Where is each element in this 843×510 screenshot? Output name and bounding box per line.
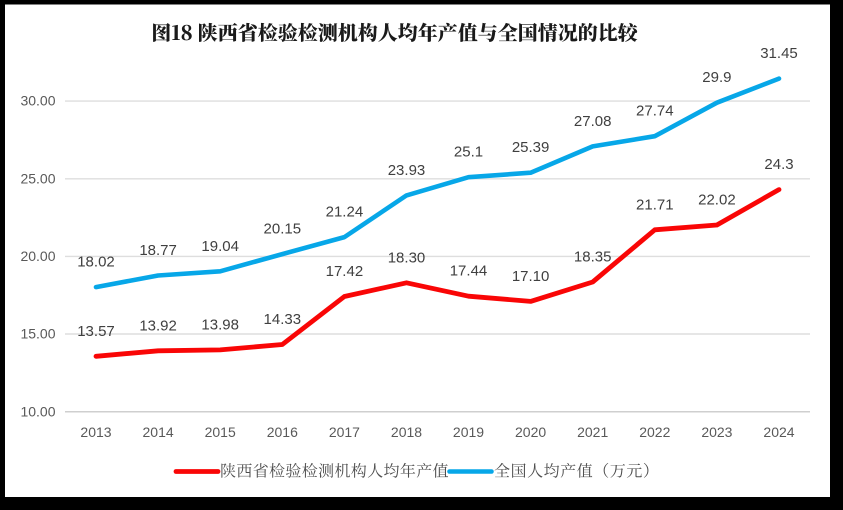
svg-text:20.15: 20.15 [264, 221, 302, 238]
svg-text:13.98: 13.98 [201, 316, 239, 333]
svg-text:30.00: 30.00 [20, 93, 55, 109]
svg-text:2016: 2016 [267, 424, 298, 440]
svg-text:20.00: 20.00 [20, 248, 55, 264]
svg-text:18.02: 18.02 [77, 254, 115, 271]
svg-text:25.39: 25.39 [512, 139, 550, 156]
svg-text:2017: 2017 [329, 424, 360, 440]
svg-text:13.57: 13.57 [77, 323, 115, 340]
svg-text:17.10: 17.10 [512, 268, 550, 285]
svg-text:27.08: 27.08 [574, 113, 612, 130]
svg-text:23.93: 23.93 [388, 162, 426, 179]
svg-text:2019: 2019 [453, 424, 484, 440]
svg-text:14.33: 14.33 [264, 311, 302, 328]
svg-text:2014: 2014 [143, 424, 174, 440]
svg-text:2021: 2021 [577, 424, 608, 440]
svg-text:2018: 2018 [391, 424, 422, 440]
svg-text:21.24: 21.24 [326, 204, 364, 221]
svg-text:18.77: 18.77 [139, 242, 177, 259]
svg-text:15.00: 15.00 [20, 326, 55, 342]
svg-text:18.35: 18.35 [574, 249, 612, 266]
svg-text:2023: 2023 [701, 424, 732, 440]
svg-text:17.42: 17.42 [326, 263, 364, 280]
svg-text:2022: 2022 [639, 424, 670, 440]
svg-text:31.45: 31.45 [760, 45, 798, 62]
svg-text:19.04: 19.04 [201, 238, 239, 255]
svg-text:29.9: 29.9 [702, 69, 731, 86]
svg-text:10.00: 10.00 [20, 403, 55, 419]
svg-text:22.02: 22.02 [698, 192, 736, 209]
svg-text:2013: 2013 [80, 424, 111, 440]
svg-text:24.3: 24.3 [764, 156, 793, 173]
svg-text:18.30: 18.30 [388, 249, 426, 266]
svg-text:17.44: 17.44 [450, 263, 488, 280]
svg-text:25.1: 25.1 [454, 144, 483, 161]
svg-text:13.92: 13.92 [139, 317, 177, 334]
svg-text:27.74: 27.74 [636, 103, 674, 120]
svg-text:2015: 2015 [205, 424, 236, 440]
svg-text:21.71: 21.71 [636, 196, 674, 213]
svg-text:25.00: 25.00 [20, 170, 55, 186]
svg-text:2020: 2020 [515, 424, 546, 440]
svg-text:2024: 2024 [763, 424, 794, 440]
